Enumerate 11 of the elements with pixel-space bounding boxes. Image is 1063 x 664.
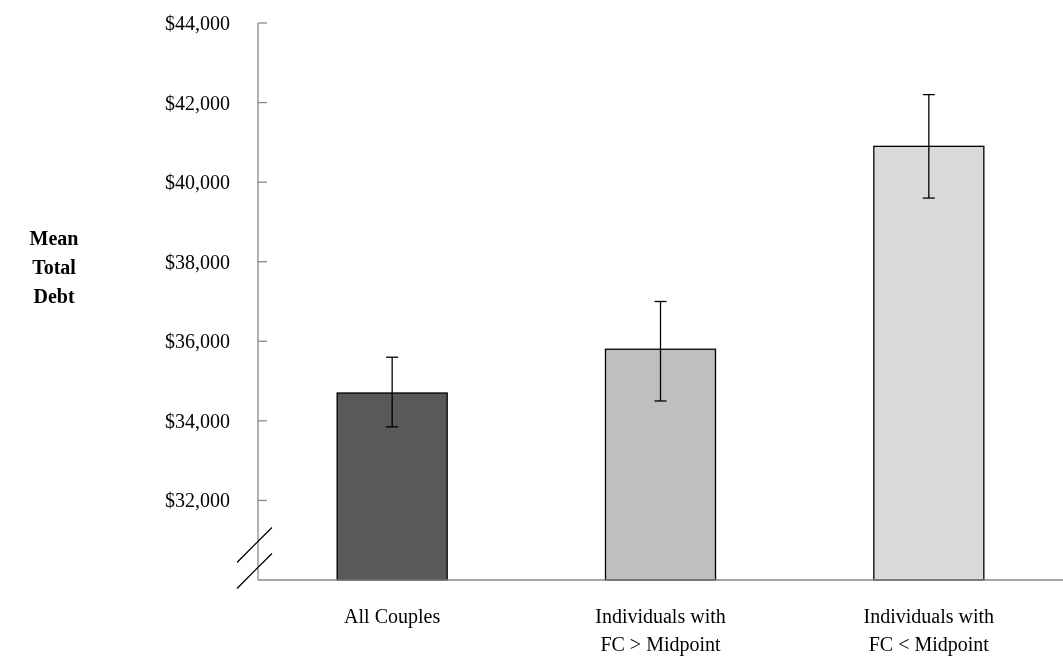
- x-tick-label: All Couples: [344, 605, 441, 628]
- x-tick-label: Individuals with FC < Midpoint: [863, 605, 995, 656]
- y-tick-label: $44,000: [165, 12, 230, 34]
- y-tick-label: $42,000: [165, 91, 230, 114]
- y-tick-label: $38,000: [165, 250, 230, 273]
- y-axis-title: Mean Total Debt: [29, 227, 79, 307]
- y-tick-label: $32,000: [165, 489, 230, 512]
- y-tick-label: $34,000: [165, 409, 230, 432]
- y-tick-label: $36,000: [165, 330, 230, 353]
- y-tick-label: $40,000: [165, 171, 230, 194]
- x-tick-label: Individuals with FC > Midpoint: [595, 605, 726, 656]
